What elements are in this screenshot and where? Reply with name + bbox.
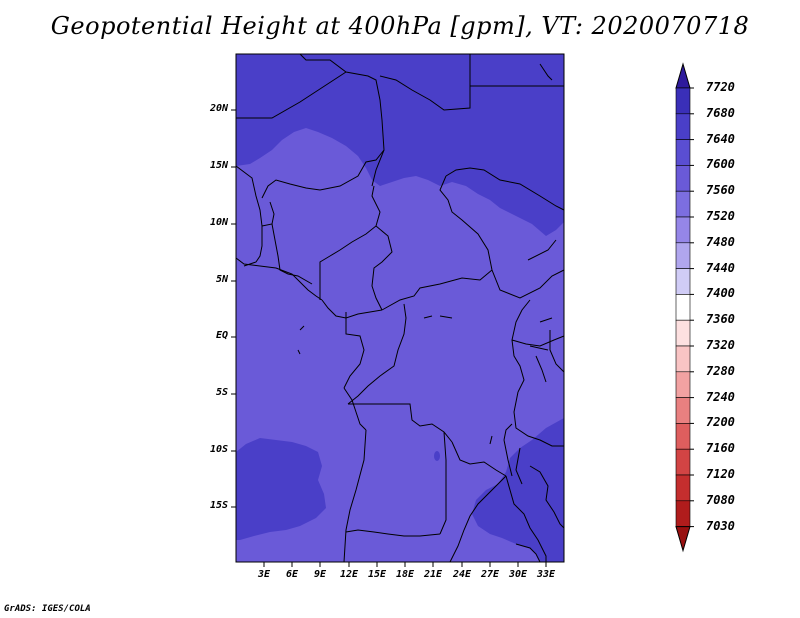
colorbar-segment bbox=[675, 268, 691, 295]
colorbar bbox=[675, 62, 694, 553]
country-borders bbox=[235, 53, 565, 563]
colorbar-segment bbox=[675, 397, 691, 424]
colorbar-label: 7400 bbox=[706, 286, 735, 301]
colorbar-segment bbox=[675, 345, 691, 373]
lat-label: EQ bbox=[215, 330, 228, 341]
colorbar-label: 7240 bbox=[706, 389, 735, 404]
lon-label: 6E bbox=[285, 569, 299, 580]
colorbar-label: 7560 bbox=[706, 183, 735, 198]
colorbar-label: 7440 bbox=[706, 260, 735, 275]
lon-label: 27E bbox=[480, 569, 500, 580]
colorbar-segment bbox=[675, 500, 691, 527]
colorbar-segment bbox=[675, 190, 691, 218]
contour-region-southeast bbox=[472, 418, 564, 562]
lat-label: 15S bbox=[209, 500, 228, 511]
credit-text: GrADS: IGES/COLA bbox=[4, 604, 91, 614]
colorbar-bottom-triangle bbox=[675, 526, 691, 553]
colorbar-segment bbox=[675, 423, 691, 450]
lon-label: 33E bbox=[536, 569, 556, 580]
lon-label: 12E bbox=[339, 569, 359, 580]
lat-label: 15N bbox=[209, 160, 228, 171]
contour-region-north bbox=[236, 54, 564, 236]
colorbar-segment bbox=[675, 113, 691, 140]
colorbar-segment bbox=[675, 448, 691, 476]
colorbar-segment bbox=[675, 319, 691, 347]
colorbar-label: 7280 bbox=[706, 363, 735, 378]
colorbar-label: 7360 bbox=[706, 312, 735, 327]
lat-label: 20N bbox=[209, 103, 228, 114]
lon-label: 24E bbox=[452, 569, 472, 580]
contour-spot bbox=[434, 451, 440, 461]
colorbar-label: 7200 bbox=[706, 415, 735, 430]
map-title: Geopotential Height at 400hPa [gpm], VT:… bbox=[50, 12, 750, 40]
lat-ticks bbox=[231, 109, 236, 508]
lon-label: 15E bbox=[367, 569, 387, 580]
lat-label: 5S bbox=[215, 387, 228, 398]
colorbar-segment bbox=[675, 139, 691, 166]
colorbar-label: 7120 bbox=[706, 467, 735, 481]
colorbar-label: 7320 bbox=[706, 338, 735, 352]
colorbar-label: 7080 bbox=[706, 492, 735, 507]
colorbar-segment bbox=[675, 294, 691, 321]
colorbar-label: 7030 bbox=[706, 518, 735, 533]
lon-label: 9E bbox=[313, 569, 327, 580]
colorbar-label: 7640 bbox=[706, 131, 735, 146]
lon-label: 21E bbox=[423, 569, 443, 580]
colorbar-segment bbox=[675, 165, 691, 192]
lat-label: 10S bbox=[209, 444, 228, 455]
colorbar-segment bbox=[675, 242, 691, 269]
colorbar-label: 7600 bbox=[706, 157, 735, 172]
lat-label: 10N bbox=[209, 217, 228, 228]
colorbar-label: 7680 bbox=[706, 105, 735, 120]
colorbar-segment bbox=[675, 87, 691, 115]
map-frame bbox=[235, 53, 565, 563]
lon-label: 3E bbox=[257, 569, 271, 580]
colorbar-top-triangle bbox=[675, 62, 691, 89]
colorbar-segment bbox=[675, 216, 691, 244]
lon-ticks bbox=[263, 562, 547, 567]
colorbar-label: 7520 bbox=[706, 209, 735, 223]
colorbar-segment bbox=[675, 371, 691, 398]
colorbar-segment bbox=[675, 474, 691, 502]
lon-label: 18E bbox=[395, 569, 415, 580]
colorbar-label: 7720 bbox=[706, 80, 735, 94]
colorbar-label: 7160 bbox=[706, 441, 735, 456]
lon-label: 30E bbox=[508, 569, 528, 580]
contour-region-southwest bbox=[236, 438, 326, 540]
colorbar-label: 7480 bbox=[706, 234, 735, 249]
lat-label: 5N bbox=[215, 274, 228, 285]
